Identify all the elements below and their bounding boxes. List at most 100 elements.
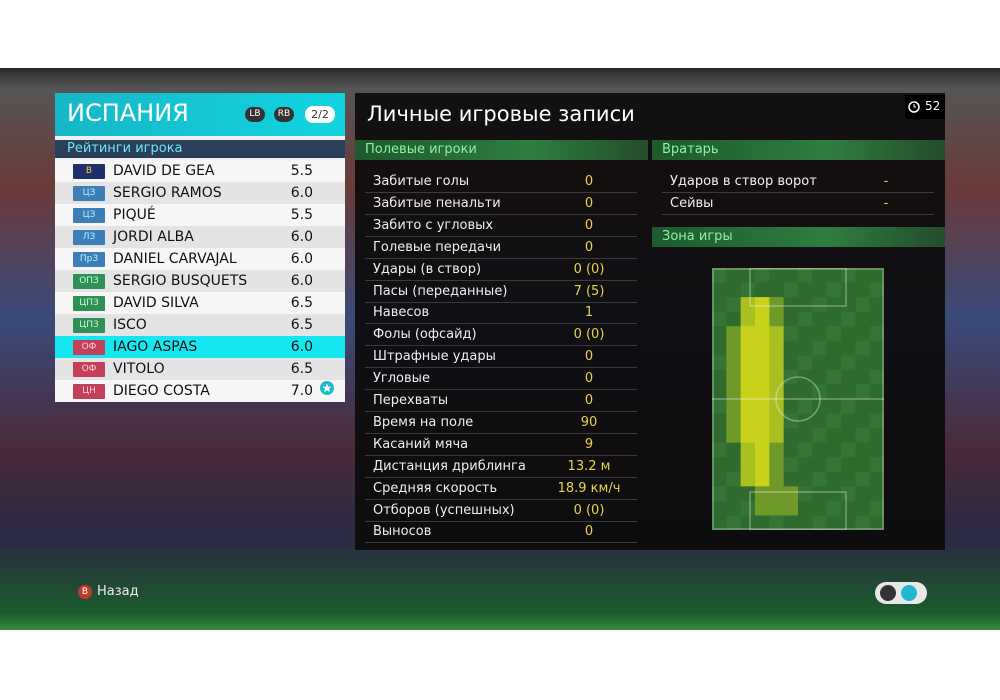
stat-value: - <box>883 195 889 211</box>
heatmap-shape <box>755 369 770 385</box>
heatmap-shape <box>869 399 884 415</box>
heatmap-shape <box>841 268 856 284</box>
heatmap-shape <box>740 471 756 487</box>
row-divider <box>365 323 637 325</box>
heatmap-shape <box>712 384 727 400</box>
stat-value: 0 <box>584 349 594 365</box>
rb-button[interactable]: RB <box>274 107 294 122</box>
heatmap-shape <box>712 326 727 342</box>
heatmap-shape <box>769 486 785 502</box>
stat-label: Забитые пенальти <box>373 195 501 211</box>
stat-value: 0 (0) <box>573 327 605 343</box>
heatmap-shape <box>869 369 884 385</box>
heatmap-shape <box>740 515 756 530</box>
heatmap-shape <box>755 297 770 313</box>
player-row[interactable]: ЛЗ JORDI ALBA 6.0 <box>55 226 345 248</box>
heatmap-shape <box>812 413 828 429</box>
stat-row: Дистанция дриблинга 13.2 м <box>355 456 648 478</box>
heatmap-shape <box>826 326 842 342</box>
records-title: Личные игровые записи <box>367 102 635 126</box>
player-row[interactable]: ОФ VITOLO 6.5 <box>55 358 345 380</box>
heatmap-shape <box>726 500 742 516</box>
heatmap-shape <box>812 369 828 385</box>
player-row[interactable]: ОПЗ SERGIO BUSQUETS 6.0 <box>55 270 345 292</box>
row-divider <box>365 213 637 215</box>
team-name: ИСПАНИЯ <box>67 99 189 127</box>
heatmap-shape <box>775 376 821 422</box>
stat-row: Штрафные удары 0 <box>355 346 648 369</box>
position-badge: ЦЗ <box>73 186 105 201</box>
heatmap-shape <box>726 471 742 487</box>
ratings-title: Рейтинги игрока <box>55 140 345 158</box>
heatmap-shape <box>769 355 785 371</box>
heatmap-shape <box>755 442 770 458</box>
heatmap-shape <box>755 355 770 371</box>
heatmap-shape <box>755 471 770 487</box>
heatmap-shape <box>841 297 856 313</box>
heatmap <box>712 268 884 530</box>
page-indicator: 2/2 <box>305 106 335 123</box>
player-row[interactable]: В DAVID DE GEA 5.5 <box>55 160 345 182</box>
stat-value: 0 <box>584 524 594 540</box>
heatmap-shape <box>726 515 742 530</box>
heatmap-shape <box>855 442 871 458</box>
heatmap-shape <box>726 355 742 371</box>
heatmap-shape <box>826 369 842 385</box>
heatmap-shape <box>712 340 727 356</box>
lb-button[interactable]: LB <box>245 107 265 122</box>
stat-row: Забито с угловых 0 <box>355 215 648 237</box>
heatmap-shape <box>769 471 785 487</box>
heatmap-shape <box>755 413 770 429</box>
heatmap-shape <box>826 282 842 298</box>
heatmap-shape <box>769 268 785 284</box>
heatmap-shape <box>869 355 884 371</box>
heatmap-shape <box>740 311 756 327</box>
heatmap-shape <box>841 457 856 473</box>
heatmap-shape <box>769 457 785 473</box>
heatmap-shape <box>855 268 871 284</box>
heatmap-shape <box>826 457 842 473</box>
stat-row: Сейвы - <box>652 193 945 215</box>
heatmap-shape <box>783 297 799 313</box>
stat-row: Выносов 0 <box>355 521 648 544</box>
player-row[interactable]: ЦПЗ DAVID SILVA 6.5 <box>55 292 345 314</box>
stat-label: Дистанция дриблинга <box>373 458 526 474</box>
row-divider <box>365 411 637 412</box>
heatmap-shape <box>798 369 813 385</box>
stat-label: Забитые голы <box>373 174 470 189</box>
stat-value: 0 <box>584 217 594 233</box>
heatmap-shape <box>769 297 785 313</box>
player-row[interactable]: ЦЗ SERGIO RAMOS 6.0 <box>55 182 345 204</box>
back-label[interactable]: Назад <box>97 584 139 599</box>
heatmap-shape <box>783 355 799 371</box>
player-row[interactable]: ЦН DIEGO COSTA 7.0 <box>55 380 345 402</box>
heatmap-shape <box>812 486 828 502</box>
heatmap-shape <box>712 369 727 385</box>
records-panel: Личные игровые записи 52 Полевые игроки … <box>355 93 945 550</box>
heatmap-shape <box>712 515 727 530</box>
heatmap-shape <box>798 500 813 516</box>
heatmap-shape <box>726 384 742 400</box>
heatmap-shape <box>726 326 742 342</box>
stat-value: 7 (5) <box>573 283 605 299</box>
heatmap-shape <box>826 311 842 327</box>
stat-row: Пасы (переданные) 7 (5) <box>355 281 648 303</box>
player-rating: 7.0 <box>290 383 313 399</box>
player-row[interactable]: ОФ IAGO ASPAS 6.0 <box>55 336 345 358</box>
b-button[interactable]: B <box>78 585 92 599</box>
stat-label: Пасы (переданные) <box>373 283 508 299</box>
heatmap-shape <box>841 311 856 327</box>
player-name: SERGIO RAMOS <box>113 185 222 201</box>
heatmap-shape <box>755 282 770 298</box>
heatmap-shape <box>769 442 785 458</box>
heatmap-shape <box>783 486 799 502</box>
player-row[interactable]: ЦПЗ ISCO 6.5 <box>55 314 345 336</box>
stat-row: Голевые передачи 0 <box>355 237 648 259</box>
heatmap-shape <box>812 340 828 356</box>
player-row[interactable]: ПрЗ DANIEL CARVAJAL 6.0 <box>55 248 345 270</box>
player-name: DIEGO COSTA <box>113 383 210 399</box>
heatmap-shape <box>755 268 770 284</box>
heatmap-shape <box>712 297 727 313</box>
player-row[interactable]: ЦЗ PIQUÉ 5.5 <box>55 204 345 226</box>
heatmap-shape <box>826 428 842 444</box>
